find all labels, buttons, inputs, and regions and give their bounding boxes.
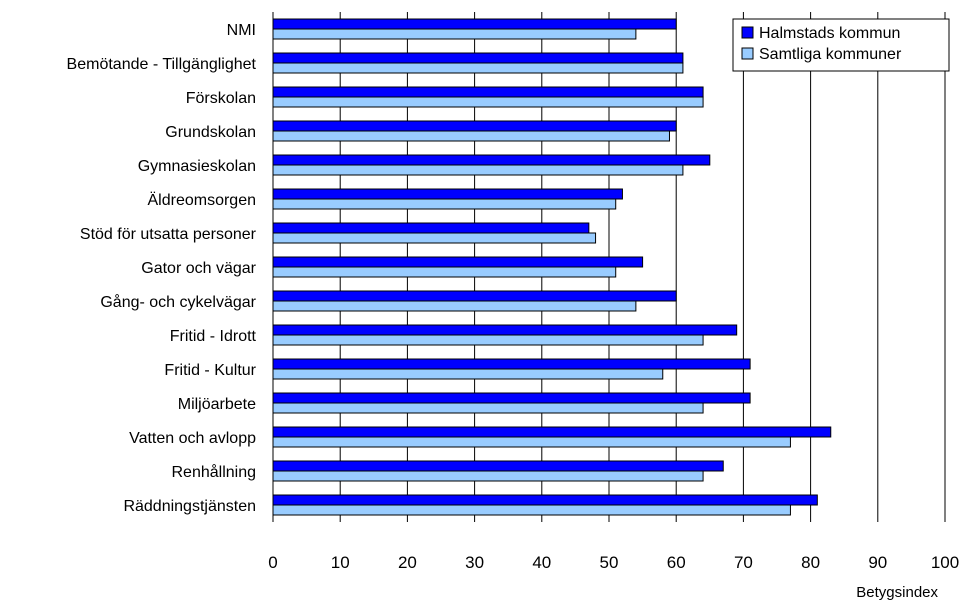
bar-halmstad-5 xyxy=(272,154,711,166)
category-label-3: Förskolan xyxy=(186,90,256,107)
bar-halmstad-8 xyxy=(272,256,644,268)
x-tick-label-100: 100 xyxy=(931,553,959,572)
x-tick-label-30: 30 xyxy=(465,553,484,572)
legend: Halmstads kommun Samtliga kommuner xyxy=(732,18,950,72)
bar-halmstad-13 xyxy=(272,426,832,438)
category-labels: NMI Bemötande - Tillgänglighet Förskolan Gr… xyxy=(67,22,257,515)
category-label-7: Stöd för utsatta personer xyxy=(80,226,257,243)
bar-samtliga-6 xyxy=(272,198,617,210)
bar-samtliga-15 xyxy=(272,504,791,516)
bar-halmstad-15 xyxy=(272,494,818,506)
bar-samtliga-7 xyxy=(272,232,597,244)
x-tick-label-0: 0 xyxy=(268,553,277,572)
category-label-10: Fritid - Idrott xyxy=(170,328,257,345)
legend-label-samtliga: Samtliga kommuner xyxy=(759,46,902,63)
x-tick-label-60: 60 xyxy=(667,553,686,572)
bar-samtliga-12 xyxy=(272,402,704,414)
bar-halmstad-3 xyxy=(272,86,704,98)
x-tick-label-70: 70 xyxy=(734,553,753,572)
bar-halmstad-11 xyxy=(272,358,751,370)
category-label-11: Fritid - Kultur xyxy=(164,362,256,379)
legend-label-halmstad: Halmstads kommun xyxy=(759,25,900,42)
x-tick-labels: 0 10 20 30 40 50 60 70 80 90 100 xyxy=(268,553,959,572)
x-tick-label-10: 10 xyxy=(331,553,350,572)
bar-samtliga-2 xyxy=(272,62,684,74)
category-label-9: Gång- och cykelvägar xyxy=(100,293,256,311)
bar-samtliga-5 xyxy=(272,164,684,176)
legend-swatch-halmstad xyxy=(741,26,754,39)
legend-box xyxy=(732,18,950,72)
bar-samtliga-9 xyxy=(272,300,637,312)
x-tick-label-80: 80 xyxy=(801,553,820,572)
category-label-14: Renhållning xyxy=(171,463,256,481)
category-label-12: Miljöarbete xyxy=(178,396,256,413)
bar-halmstad-6 xyxy=(272,188,623,200)
x-tick-label-90: 90 xyxy=(868,553,887,572)
bar-halmstad-2 xyxy=(272,52,684,64)
bar-halmstad-10 xyxy=(272,324,738,336)
bar-halmstad-9 xyxy=(272,290,677,302)
bars xyxy=(272,18,832,516)
bar-samtliga-14 xyxy=(272,470,704,482)
x-tick-label-40: 40 xyxy=(532,553,551,572)
bar-halmstad-1 xyxy=(272,18,677,30)
category-label-15: Räddningstjänsten xyxy=(123,498,256,515)
category-label-8: Gator och vägar xyxy=(141,260,256,277)
category-label-13: Vatten och avlopp xyxy=(129,430,256,447)
bar-samtliga-1 xyxy=(272,28,637,40)
x-axis-title: Betygsindex xyxy=(856,584,938,601)
category-label-1: NMI xyxy=(227,22,256,39)
legend-swatch-samtliga xyxy=(741,47,754,60)
category-label-6: Äldreomsorgen xyxy=(148,191,257,209)
bar-samtliga-4 xyxy=(272,130,670,142)
category-label-4: Grundskolan xyxy=(165,124,256,141)
bar-samtliga-3 xyxy=(272,96,704,108)
bar-samtliga-13 xyxy=(272,436,791,448)
bar-samtliga-11 xyxy=(272,368,664,380)
category-label-5: Gymnasieskolan xyxy=(138,158,256,175)
bar-samtliga-10 xyxy=(272,334,704,346)
bar-halmstad-4 xyxy=(272,120,677,132)
category-label-2: Bemötande - Tillgänglighet xyxy=(67,56,257,73)
bar-halmstad-12 xyxy=(272,392,751,404)
x-tick-label-50: 50 xyxy=(600,553,619,572)
bar-samtliga-8 xyxy=(272,266,617,278)
x-tick-label-20: 20 xyxy=(398,553,417,572)
bar-halmstad-7 xyxy=(272,222,590,234)
bar-halmstad-14 xyxy=(272,460,724,472)
